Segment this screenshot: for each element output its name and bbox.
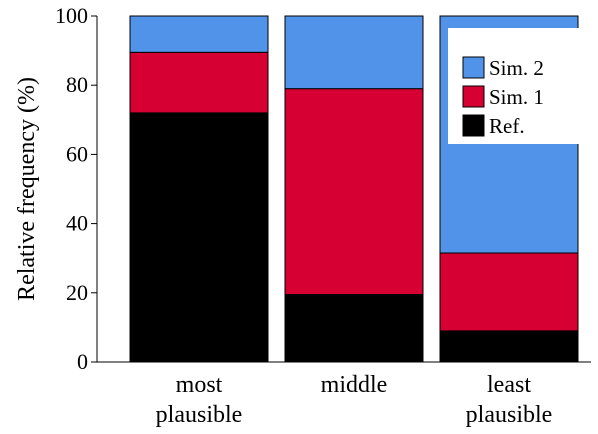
bar-segment-ref-1 bbox=[284, 294, 424, 363]
legend: Sim. 2 Sim. 1 Ref. bbox=[448, 28, 580, 144]
legend-label-1: Sim. 1 bbox=[489, 85, 544, 109]
legend-swatch-2 bbox=[462, 114, 485, 137]
x-tick-label-0-1: plausible bbox=[156, 402, 243, 428]
x-tick-label-2-0: least bbox=[487, 372, 531, 398]
y-tick-label-4: 80 bbox=[66, 72, 88, 97]
bar-segment-ref-2 bbox=[439, 330, 579, 363]
legend-swatch-0 bbox=[462, 56, 485, 79]
x-tick-label-2-1: plausible bbox=[466, 402, 553, 428]
y-axis-title: Relative frequency (%) bbox=[14, 77, 40, 301]
y-tick-label-2: 40 bbox=[66, 211, 88, 236]
bar-segment-sim-2-1 bbox=[284, 15, 424, 90]
x-tick-label-1-0: middle bbox=[321, 372, 388, 398]
bar-segment-sim-1-0 bbox=[129, 51, 269, 114]
bar-segment-sim-1-2 bbox=[439, 252, 579, 332]
bar-segment-sim-1-1 bbox=[284, 88, 424, 296]
bar-segment-ref-0 bbox=[129, 112, 269, 363]
bar-segment-sim-2-0 bbox=[129, 15, 269, 53]
y-tick-label-5: 100 bbox=[55, 3, 88, 28]
axes-group: 0 20 40 60 80 100 bbox=[55, 3, 591, 374]
y-tick-label-3: 60 bbox=[66, 141, 88, 166]
y-tick-label-0: 0 bbox=[77, 349, 88, 374]
legend-label-2: Ref. bbox=[489, 114, 525, 138]
y-tick-label-1: 20 bbox=[66, 280, 88, 305]
legend-swatch-1 bbox=[462, 85, 485, 108]
x-tick-label-0-0: most bbox=[176, 372, 223, 398]
legend-label-0: Sim. 2 bbox=[489, 56, 544, 80]
